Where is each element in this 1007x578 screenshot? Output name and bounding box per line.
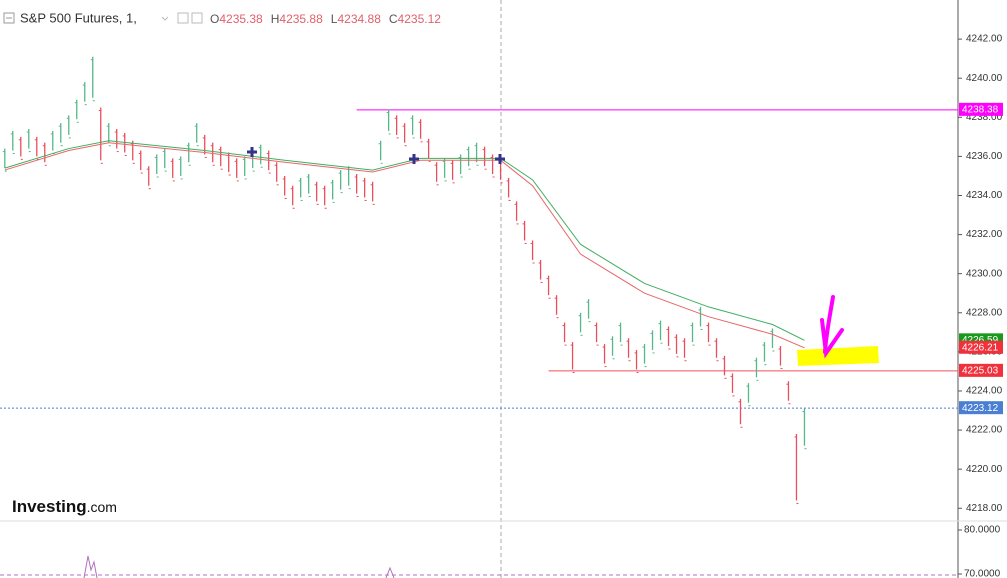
ohlc-value: 4235.38: [219, 12, 263, 26]
chart-title: S&P 500 Futures, 1,: [20, 10, 137, 25]
y-tick-label: 4218.00: [966, 503, 1003, 514]
price-label: 4226.59: [962, 335, 999, 346]
price-label-bg: [959, 102, 1003, 116]
logo: Investing.com: [12, 497, 117, 516]
y-tick-label: 4220.00: [966, 464, 1003, 475]
y-tick-label: 4228.00: [966, 307, 1003, 318]
marker: [409, 154, 419, 164]
moving-average: [4, 140, 805, 341]
ohlc-name: L: [331, 12, 338, 26]
price-label: 4223.12: [962, 403, 999, 414]
ohlc-name: H: [271, 12, 280, 26]
settings-icon[interactable]: [177, 12, 189, 24]
header-ohlc-item: O4235.38: [210, 12, 263, 26]
ohlc-name: O: [210, 12, 219, 26]
ohlc-value: 4234.88: [337, 12, 381, 26]
logo-suffix: .com: [87, 499, 117, 515]
header-ohlc: O4235.38 H4235.88 L4234.88 C4235.12: [210, 12, 441, 26]
y-tick-label: 4234.00: [966, 190, 1003, 201]
marker: [247, 147, 257, 157]
ohlc-name: C: [389, 12, 398, 26]
moving-average: [4, 142, 805, 349]
marker: [495, 154, 505, 164]
header-ohlc-item: L4234.88: [331, 12, 381, 26]
y-tick-label: 80.0000: [964, 525, 1001, 536]
y-tick-label: 4232.00: [966, 229, 1003, 240]
y-tick-label: 4230.00: [966, 268, 1003, 279]
price-label: 4226.21: [962, 342, 999, 353]
header-ohlc-item: H4235.88: [271, 12, 323, 26]
price-label-bg: [959, 340, 1003, 354]
ohlc-value: 4235.12: [398, 12, 442, 26]
y-tick-label: 4236.00: [966, 151, 1003, 162]
collapse-icon[interactable]: [3, 12, 15, 24]
price-label: 4238.38: [962, 105, 999, 116]
dropdown-icon[interactable]: [161, 16, 169, 21]
y-tick-label: 4242.00: [966, 34, 1003, 45]
arrow-annotation: [820, 295, 844, 359]
y-tick-label: 70.0000: [964, 569, 1001, 578]
hide-icon[interactable]: [191, 12, 203, 24]
price-label-bg: [959, 363, 1003, 377]
header-ohlc-item: C4235.12: [389, 12, 441, 26]
ohlc-value: 4235.88: [279, 12, 323, 26]
y-tick-label: 4238.00: [966, 112, 1003, 123]
plot-area: 4218.004220.004222.004224.004226.004228.…: [0, 34, 1003, 578]
volume-spike: [385, 566, 395, 578]
price-label: 4225.03: [962, 365, 999, 376]
y-tick-label: 4240.00: [966, 73, 1003, 84]
y-tick-label: 4224.00: [966, 386, 1003, 397]
logo-brand: Investing: [12, 497, 87, 516]
volume-spike: [83, 555, 98, 578]
y-tick-label: 4222.00: [966, 425, 1003, 436]
price-label-bg: [959, 401, 1003, 415]
highlight-annotation: [797, 346, 879, 366]
